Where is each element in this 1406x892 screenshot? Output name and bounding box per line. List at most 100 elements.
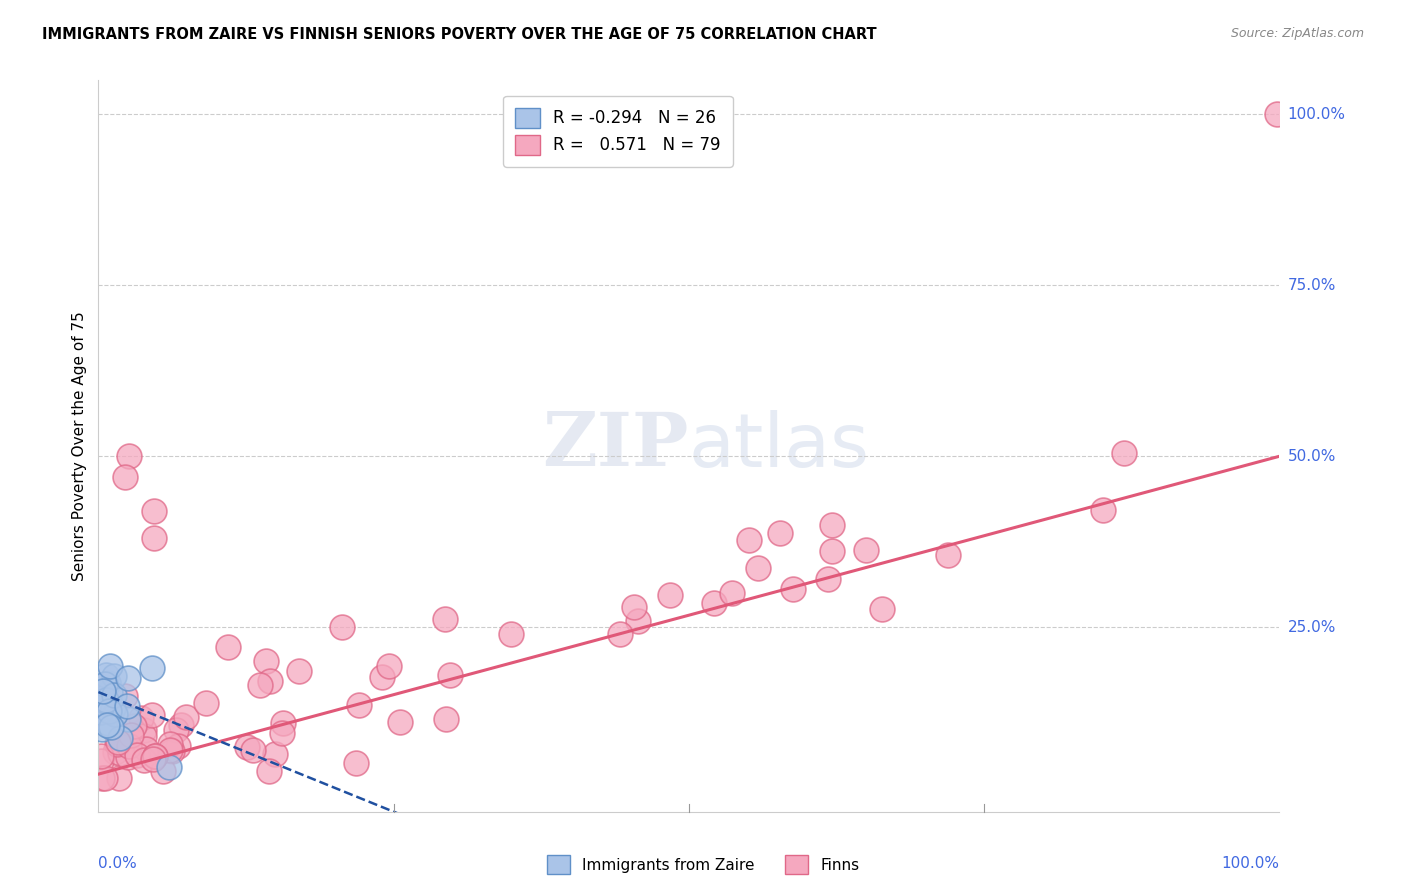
- Point: [349, 698, 371, 712]
- Point: [439, 668, 461, 682]
- Point: [627, 614, 650, 628]
- Point: [1112, 446, 1135, 460]
- Point: [117, 672, 139, 686]
- Point: [141, 661, 163, 675]
- Point: [703, 596, 725, 610]
- Point: [98, 659, 121, 673]
- Point: [738, 533, 761, 547]
- Point: [259, 673, 281, 688]
- Point: [89, 697, 111, 711]
- Point: [114, 689, 136, 703]
- Point: [499, 627, 522, 641]
- Y-axis label: Seniors Poverty Over the Age of 75: Seniors Poverty Over the Age of 75: [72, 311, 87, 581]
- Point: [98, 685, 121, 699]
- Point: [117, 712, 139, 726]
- Point: [659, 588, 682, 602]
- Point: [1265, 107, 1288, 121]
- Point: [124, 719, 146, 733]
- Point: [389, 715, 412, 730]
- Point: [936, 548, 959, 562]
- Point: [94, 677, 117, 691]
- Point: [98, 704, 121, 718]
- Point: [134, 729, 156, 743]
- Point: [143, 748, 166, 763]
- Text: atlas: atlas: [689, 409, 870, 483]
- Point: [820, 517, 842, 532]
- Text: ZIP: ZIP: [543, 409, 689, 483]
- Point: [769, 525, 792, 540]
- Point: [134, 753, 156, 767]
- Point: [782, 582, 804, 596]
- Point: [143, 748, 166, 763]
- Point: [288, 665, 311, 679]
- Point: [94, 771, 117, 785]
- Point: [96, 718, 118, 732]
- Point: [104, 706, 127, 721]
- Point: [97, 676, 120, 690]
- Point: [747, 561, 769, 575]
- Point: [120, 727, 142, 741]
- Point: [160, 743, 183, 757]
- Point: [378, 659, 401, 673]
- Point: [105, 737, 128, 751]
- Point: [1091, 502, 1114, 516]
- Point: [101, 701, 124, 715]
- Point: [609, 626, 631, 640]
- Point: [118, 449, 141, 463]
- Point: [152, 764, 174, 778]
- Point: [90, 771, 112, 785]
- Point: [170, 718, 193, 732]
- Point: [94, 693, 117, 707]
- Text: 100.0%: 100.0%: [1288, 107, 1346, 122]
- Point: [817, 572, 839, 586]
- Point: [623, 600, 645, 615]
- Point: [114, 469, 136, 483]
- Text: 50.0%: 50.0%: [1288, 449, 1336, 464]
- Text: 75.0%: 75.0%: [1288, 277, 1336, 293]
- Point: [159, 742, 181, 756]
- Point: [217, 640, 239, 654]
- Point: [91, 684, 114, 698]
- Point: [271, 716, 294, 731]
- Point: [108, 731, 131, 745]
- Point: [249, 678, 271, 692]
- Point: [97, 675, 120, 690]
- Point: [97, 716, 120, 731]
- Point: [117, 750, 139, 764]
- Point: [259, 764, 281, 779]
- Point: [855, 543, 877, 558]
- Point: [176, 710, 198, 724]
- Point: [100, 720, 122, 734]
- Point: [141, 708, 163, 723]
- Point: [159, 737, 181, 751]
- Point: [236, 740, 259, 755]
- Text: 0.0%: 0.0%: [98, 855, 138, 871]
- Point: [103, 669, 125, 683]
- Point: [129, 711, 152, 725]
- Text: Source: ZipAtlas.com: Source: ZipAtlas.com: [1230, 27, 1364, 40]
- Point: [89, 705, 111, 719]
- Point: [117, 699, 139, 714]
- Point: [157, 760, 180, 774]
- Point: [194, 696, 217, 710]
- Point: [90, 748, 112, 763]
- Point: [167, 739, 190, 754]
- Point: [371, 670, 394, 684]
- Point: [94, 668, 117, 682]
- Point: [254, 654, 277, 668]
- Point: [434, 712, 457, 726]
- Point: [263, 747, 285, 762]
- Point: [135, 742, 157, 756]
- Point: [132, 723, 155, 737]
- Text: 25.0%: 25.0%: [1288, 620, 1336, 634]
- Point: [90, 678, 112, 692]
- Point: [143, 504, 166, 518]
- Point: [344, 756, 367, 770]
- Point: [870, 602, 893, 616]
- Point: [271, 726, 294, 740]
- Point: [165, 723, 187, 737]
- Point: [127, 748, 149, 763]
- Point: [821, 544, 844, 558]
- Point: [330, 620, 353, 634]
- Text: 100.0%: 100.0%: [1222, 855, 1279, 871]
